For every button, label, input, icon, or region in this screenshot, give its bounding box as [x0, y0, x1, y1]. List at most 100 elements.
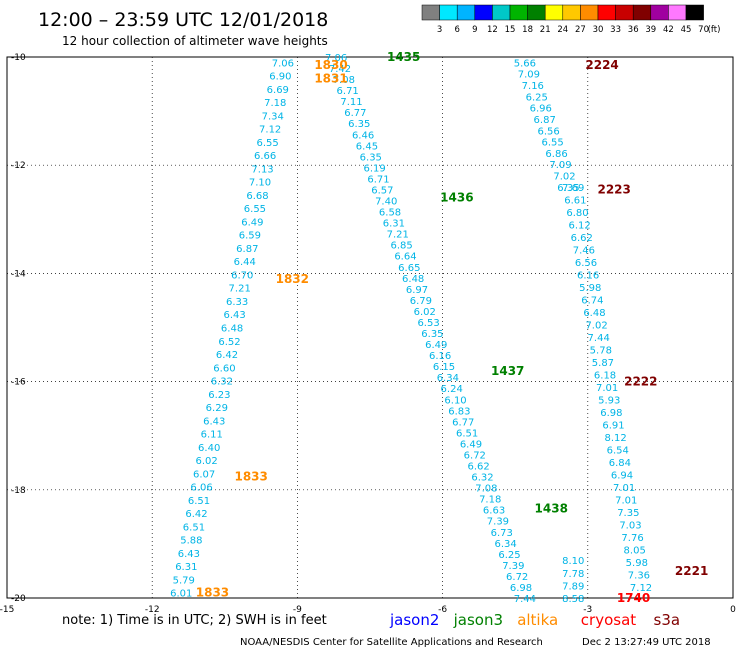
wave-height-point: 7.35 — [617, 508, 639, 519]
chart-title: 12:00 – 23:59 UTC 12/01/2018 — [38, 9, 328, 31]
wave-height-point: 6.43 — [178, 549, 200, 560]
pass-time-label: 1833 — [196, 586, 229, 600]
wave-height-point: 6.96 — [530, 104, 552, 115]
footer-timestamp: Dec 2 13:27:49 UTC 2018 — [582, 637, 711, 648]
wave-height-point: 6.49 — [460, 439, 482, 450]
wave-height-point: 6.25 — [526, 92, 548, 103]
axis-ticks: -15 -12 -9 -6 -3 0 -10 -12 -14 -16 -18 -20 — [0, 53, 736, 615]
wave-height-point: 8.58 — [562, 594, 584, 605]
wave-height-point: 6.97 — [406, 285, 428, 296]
x-tick-label: -9 — [293, 605, 302, 615]
wave-height-point: 6.02 — [196, 456, 218, 467]
wave-height-point: 7.78 — [562, 569, 584, 580]
wave-height-point: 7.01 — [613, 483, 635, 494]
y-tick-label: -16 — [11, 378, 26, 388]
wave-height-point: 7.36 — [628, 571, 650, 582]
wave-height-point: 7.16 — [522, 81, 544, 92]
color-scale-bar: 3 6 9 12 15 18 21 24 27 30 33 36 39 42 45 70(ft) — [421, 4, 721, 35]
colorbar-swatch — [685, 4, 704, 21]
pass-time-label: 1833 — [234, 469, 267, 483]
wave-height-point: 6.87 — [534, 115, 556, 126]
colorbar-tick-label: 21 — [540, 25, 551, 35]
wave-height-point: 6.98 — [600, 408, 622, 419]
wave-height-point: 6.12 — [568, 220, 590, 231]
x-tick-label: -15 — [0, 605, 14, 615]
wave-height-point: 6.10 — [444, 395, 466, 406]
pass-time-label: 2224 — [585, 58, 618, 72]
pass-time-label: 2223 — [597, 183, 630, 197]
wave-height-point: 6.42 — [216, 350, 238, 361]
wave-height-point: 7.76 — [621, 533, 643, 544]
wave-height-point: 6.34 — [494, 539, 516, 550]
track-4: 7.696.616.806.126.627.466.566.165.986.74… — [562, 183, 652, 594]
wave-height-point: 6.29 — [206, 403, 228, 414]
wave-height-point: 7.18 — [264, 98, 286, 109]
wave-height-point: 6.35 — [421, 329, 443, 340]
wave-height-point: 6.91 — [602, 421, 624, 432]
wave-height-point: 6.80 — [566, 208, 588, 219]
wave-height-point: 7.08 — [475, 484, 497, 495]
wave-height-point: 6.63 — [483, 506, 505, 517]
colorbar-tick-label: 39 — [645, 25, 656, 35]
wave-height-point: 5.79 — [173, 575, 195, 586]
colorbar-swatch — [492, 4, 511, 21]
wave-height-point: 6.54 — [607, 446, 629, 457]
colorbar-swatch — [615, 4, 634, 21]
wave-height-point: 7.02 — [553, 172, 575, 183]
colorbar-swatch — [439, 4, 458, 21]
wave-height-point: 7.21 — [229, 284, 251, 295]
wave-height-point: 6.25 — [498, 550, 520, 561]
wave-height-point: 6.72 — [464, 450, 486, 461]
wave-height-point: 6.66 — [254, 151, 276, 162]
colorbar-swatch — [562, 4, 581, 21]
wave-height-point: 7.12 — [630, 583, 652, 594]
x-tick-label: -3 — [583, 605, 592, 615]
wave-height-point: 6.06 — [190, 483, 212, 494]
wave-height-point: 6.64 — [394, 252, 416, 263]
colorbar-unit: (ft) — [708, 25, 721, 35]
wave-height-point: 7.18 — [479, 495, 501, 506]
wave-height-point: 6.16 — [577, 270, 599, 281]
wave-height-point: 6.40 — [198, 443, 220, 454]
wave-height-point: 6.19 — [364, 163, 386, 174]
wave-height-point: 7.09 — [549, 160, 571, 171]
wave-height-point: 6.51 — [188, 496, 210, 507]
wave-height-point: 6.62 — [468, 462, 490, 473]
colorbar-swatch — [527, 4, 546, 21]
wave-height-point: 6.86 — [545, 149, 567, 160]
colorbar-swatch — [632, 4, 652, 21]
track-3: 5.667.097.166.256.966.876.566.556.867.09… — [514, 58, 580, 193]
y-tick-label: -14 — [11, 269, 26, 279]
wave-height-point: 6.34 — [437, 373, 459, 384]
wave-height-point: 6.42 — [185, 509, 207, 520]
wave-height-point: 6.44 — [234, 257, 256, 268]
wave-height-point: 7.44 — [588, 333, 610, 344]
legend-altika: altika — [517, 611, 558, 629]
wave-height-point: 6.51 — [183, 522, 205, 533]
colorbar-swatch — [509, 4, 528, 21]
wave-height-point: 6.46 — [352, 130, 374, 141]
wave-height-point: 6.70 — [231, 270, 253, 281]
wave-height-point: 6.18 — [594, 370, 616, 381]
colorbar-swatch — [456, 4, 476, 21]
wave-height-point: 6.65 — [398, 263, 420, 274]
colorbar-tick-label: 6 — [454, 25, 459, 35]
wave-height-point: 6.32 — [211, 377, 233, 388]
wave-height-point: 6.11 — [201, 430, 223, 441]
satellite-legend: jason2 jason3 altika cryosat s3a — [389, 611, 680, 629]
wave-height-point: 6.55 — [244, 204, 266, 215]
wave-height-point: 6.51 — [456, 428, 478, 439]
footer-note: note: 1) Time is in UTC; 2) SWH is in fe… — [62, 613, 327, 628]
wave-height-point: 6.02 — [414, 307, 436, 318]
wave-height-point: 6.45 — [356, 141, 378, 152]
x-tick-label: -6 — [438, 605, 447, 615]
colorbar-swatch — [421, 4, 440, 21]
wave-height-point: 7.39 — [487, 517, 509, 528]
colorbar-swatch — [544, 4, 564, 21]
wave-height-point: 6.72 — [506, 572, 528, 583]
colorbar-tick-label: 15 — [505, 25, 516, 35]
wave-height-point: 7.06 — [272, 58, 294, 69]
pass-time-label: 1436 — [440, 191, 473, 205]
colorbar-swatch — [580, 4, 599, 21]
wave-height-point: 5.87 — [592, 358, 614, 369]
